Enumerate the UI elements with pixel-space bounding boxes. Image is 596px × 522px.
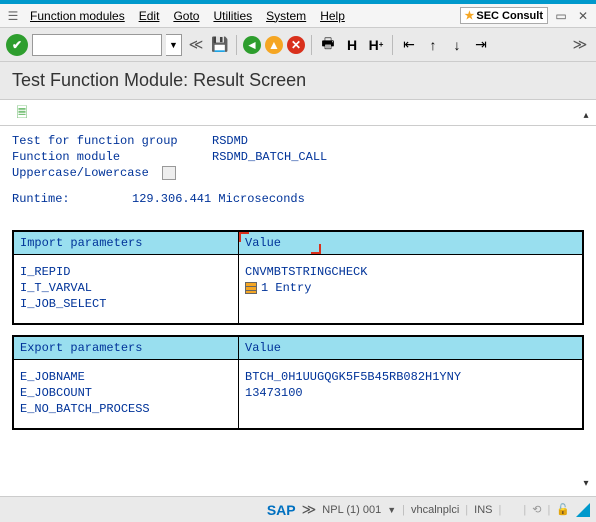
command-field[interactable] <box>32 34 162 56</box>
print-icon[interactable]: 🖶 <box>318 35 338 55</box>
vertical-scrollbar[interactable]: ▴ ▾ <box>578 110 594 492</box>
refresh-icon[interactable]: ⟲ <box>532 503 541 516</box>
runtime-value: 129.306.441 Microseconds <box>132 192 305 206</box>
exit-button[interactable]: ▲ <box>265 36 283 54</box>
sec-consult-badge: ★SEC Consult <box>460 7 549 24</box>
table-icon <box>245 282 257 294</box>
uppercase-checkbox[interactable] <box>162 166 176 180</box>
page-first-icon[interactable]: ⇤ <box>399 35 419 55</box>
menu-system[interactable]: System <box>260 7 312 25</box>
save-icon[interactable]: 💾 <box>210 35 230 55</box>
tool-icon[interactable]: 🗏 <box>12 104 32 124</box>
runtime-label: Runtime: <box>12 192 132 206</box>
status-host: vhcalnplci <box>411 504 459 516</box>
toolbar: ✔ ▼ ≪ 💾 ◄ ▲ ✕ 🖶 H H+ ⇤ ↑ ↓ ⇥ ≫ <box>0 28 596 62</box>
export-value: 13473100 <box>245 386 576 400</box>
content-area: Test for function group RSDMD Function m… <box>0 126 596 438</box>
fm-value: RSDMD_BATCH_CALL <box>212 150 327 164</box>
scroll-down-icon[interactable]: ▾ <box>583 478 588 492</box>
minimize-icon[interactable]: ▭ <box>552 7 570 25</box>
case-label: Uppercase/Lowercase <box>12 166 162 180</box>
page-title: Test Function Module: Result Screen <box>0 62 596 100</box>
close-icon[interactable]: ✕ <box>574 7 592 25</box>
find-icon[interactable]: H <box>342 35 362 55</box>
page-last-icon[interactable]: ⇥ <box>471 35 491 55</box>
status-drop-icon[interactable]: ▼ <box>387 505 396 515</box>
import-panel: Import parameters I_REPID I_T_VARVAL I_J… <box>12 230 584 325</box>
enter-button[interactable]: ✔ <box>6 34 28 56</box>
menu-help[interactable]: Help <box>314 7 351 25</box>
sap-logo: SAP <box>267 502 296 518</box>
app-menu-icon[interactable]: ☰ <box>4 7 22 25</box>
more-icon[interactable]: ≫ <box>570 35 590 55</box>
export-param: E_NO_BATCH_PROCESS <box>20 402 232 416</box>
import-value[interactable]: 1 Entry <box>245 281 576 295</box>
import-header-right: Value <box>239 232 582 255</box>
cancel-button[interactable]: ✕ <box>287 36 305 54</box>
export-param: E_JOBCOUNT <box>20 386 232 400</box>
import-param: I_REPID <box>20 265 232 279</box>
status-expand-icon[interactable]: ≫ <box>302 501 317 518</box>
menu-function-modules[interactable]: Function modules <box>24 7 131 25</box>
export-param: E_JOBNAME <box>20 370 232 384</box>
export-header-right: Value <box>239 337 582 360</box>
menu-goto[interactable]: Goto <box>167 7 205 25</box>
export-panel: Export parameters E_JOBNAME E_JOBCOUNT E… <box>12 335 584 430</box>
menu-edit[interactable]: Edit <box>133 7 166 25</box>
export-value: BTCH_0H1UUGQGK5F5B45RB082H1YNY <box>245 370 576 384</box>
scroll-up-icon[interactable]: ▴ <box>583 110 588 124</box>
resize-grip[interactable] <box>576 503 590 517</box>
lock-icon[interactable]: 🔓 <box>556 503 570 516</box>
sub-toolbar: 🗏 <box>0 100 596 126</box>
find-next-icon[interactable]: H+ <box>366 35 386 55</box>
export-header-left: Export parameters <box>14 337 238 360</box>
status-system: NPL (1) 001 <box>322 504 381 516</box>
import-header-left: Import parameters <box>14 232 238 255</box>
menu-utilities[interactable]: Utilities <box>207 7 258 25</box>
menubar: ☰ Function modules Edit Goto Utilities S… <box>0 4 596 28</box>
back-icon[interactable]: ≪ <box>186 35 206 55</box>
command-dropdown[interactable]: ▼ <box>166 34 182 56</box>
import-param: I_JOB_SELECT <box>20 297 232 311</box>
fm-label: Function module <box>12 150 212 164</box>
page-down-icon[interactable]: ↓ <box>447 35 467 55</box>
status-mode: INS <box>474 504 492 516</box>
statusbar: SAP ≫ NPL (1) 001 ▼ | vhcalnplci | INS |… <box>0 496 596 522</box>
page-up-icon[interactable]: ↑ <box>423 35 443 55</box>
import-value: CNVMBTSTRINGCHECK <box>245 265 576 279</box>
back-button[interactable]: ◄ <box>243 36 261 54</box>
test-group-label: Test for function group <box>12 134 212 148</box>
test-group-value: RSDMD <box>212 134 248 148</box>
import-param: I_T_VARVAL <box>20 281 232 295</box>
